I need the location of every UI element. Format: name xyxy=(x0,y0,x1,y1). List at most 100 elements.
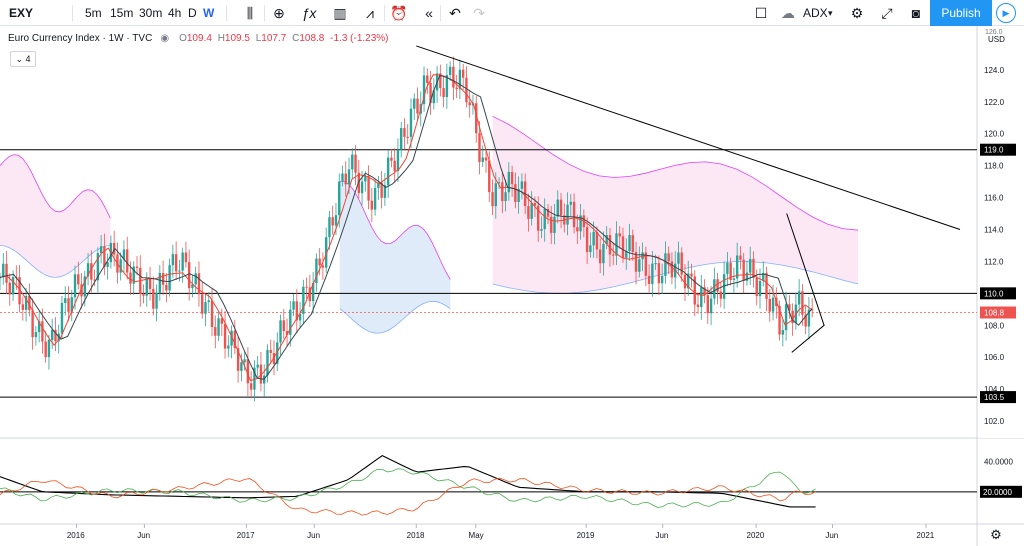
candle[interactable] xyxy=(80,284,83,297)
candle[interactable] xyxy=(259,364,263,384)
candle[interactable] xyxy=(96,253,100,281)
candle[interactable] xyxy=(158,273,162,293)
symbol-search-button[interactable]: EXY xyxy=(9,6,34,20)
candle[interactable] xyxy=(726,262,729,275)
candle[interactable] xyxy=(755,277,758,297)
candle[interactable] xyxy=(344,173,347,185)
candle[interactable] xyxy=(31,310,34,338)
interval-4h-button[interactable]: 4h xyxy=(168,6,182,20)
indicators-toggle[interactable]: ⌄ 4 xyxy=(10,51,36,67)
candle[interactable] xyxy=(536,205,540,231)
candle[interactable] xyxy=(488,160,491,193)
layout-square-icon[interactable]: ☐ xyxy=(754,5,768,21)
candle[interactable] xyxy=(566,204,569,225)
candle[interactable] xyxy=(628,235,631,251)
axis-settings-gear-icon[interactable]: ⚙ xyxy=(990,527,1002,542)
candle[interactable] xyxy=(465,77,468,103)
candle[interactable] xyxy=(191,284,194,289)
candle[interactable] xyxy=(148,278,152,289)
candle[interactable] xyxy=(693,276,696,305)
interval-d-button[interactable]: D xyxy=(188,6,197,20)
candle[interactable] xyxy=(54,329,57,342)
candle[interactable] xyxy=(44,341,47,358)
candle[interactable] xyxy=(370,200,374,210)
candle[interactable] xyxy=(155,292,158,309)
candle[interactable] xyxy=(204,302,207,314)
candle[interactable] xyxy=(612,254,615,256)
candle[interactable] xyxy=(781,330,785,335)
candle[interactable] xyxy=(703,287,706,296)
candle[interactable] xyxy=(122,249,126,260)
candle[interactable] xyxy=(243,359,246,363)
candle[interactable] xyxy=(93,279,96,281)
candle[interactable] xyxy=(520,181,524,189)
financials-bars-icon[interactable]: ▥ xyxy=(333,5,347,21)
candle[interactable] xyxy=(807,309,811,327)
candle[interactable] xyxy=(771,297,775,312)
candle[interactable] xyxy=(713,279,716,299)
candle[interactable] xyxy=(357,172,360,194)
candle[interactable] xyxy=(83,276,87,297)
candle[interactable] xyxy=(126,249,129,273)
candle[interactable] xyxy=(230,330,233,346)
undo-icon[interactable]: ↶ xyxy=(449,5,461,21)
candle[interactable] xyxy=(302,286,305,314)
replay-icon[interactable]: « xyxy=(425,5,433,21)
candle[interactable] xyxy=(576,227,579,232)
candle[interactable] xyxy=(305,286,308,288)
candle[interactable] xyxy=(393,160,396,172)
camera-icon[interactable]: ◙ xyxy=(911,5,921,21)
candle[interactable] xyxy=(112,242,116,255)
candle[interactable] xyxy=(494,183,497,207)
chevron-down-icon[interactable]: ▾ xyxy=(828,8,833,18)
candle[interactable] xyxy=(21,304,25,310)
candle[interactable] xyxy=(18,277,21,305)
candle[interactable] xyxy=(295,301,299,321)
candle[interactable] xyxy=(719,291,723,299)
candle[interactable] xyxy=(86,263,90,277)
candle[interactable] xyxy=(778,306,781,335)
candle[interactable] xyxy=(491,192,494,207)
candle[interactable] xyxy=(768,298,771,312)
candle[interactable] xyxy=(67,298,70,312)
candle[interactable] xyxy=(380,182,383,198)
candle[interactable] xyxy=(403,128,406,137)
candle[interactable] xyxy=(680,252,683,275)
candle[interactable] xyxy=(165,284,168,291)
triangle-pattern[interactable] xyxy=(786,213,825,353)
candle[interactable] xyxy=(321,265,325,268)
candle[interactable] xyxy=(214,327,217,336)
candle[interactable] xyxy=(181,252,184,271)
candle[interactable] xyxy=(341,173,344,182)
candle[interactable] xyxy=(50,329,54,340)
candle[interactable] xyxy=(253,367,256,390)
candle[interactable] xyxy=(550,216,553,233)
interval-15m-button[interactable]: 15m xyxy=(110,6,134,20)
candle[interactable] xyxy=(77,274,80,285)
alert-clock-icon[interactable]: ⏰ xyxy=(390,5,408,21)
cloud-icon[interactable]: ☁ xyxy=(781,5,795,21)
candle[interactable] xyxy=(579,215,582,232)
candle[interactable] xyxy=(171,254,175,266)
candle[interactable] xyxy=(445,74,449,98)
candle[interactable] xyxy=(683,274,687,289)
candle[interactable] xyxy=(797,291,801,305)
candle[interactable] xyxy=(351,154,354,170)
candle[interactable] xyxy=(285,331,289,335)
candle[interactable] xyxy=(598,249,602,264)
candle[interactable] xyxy=(706,295,710,314)
candle[interactable] xyxy=(2,263,5,278)
candle[interactable] xyxy=(246,359,250,384)
candle[interactable] xyxy=(638,259,641,272)
candle[interactable] xyxy=(377,182,380,188)
candle[interactable] xyxy=(373,187,377,210)
candle[interactable] xyxy=(615,233,618,256)
candle[interactable] xyxy=(644,252,648,276)
candle[interactable] xyxy=(201,294,204,314)
candle[interactable] xyxy=(60,302,64,334)
candle[interactable] xyxy=(409,108,413,137)
candle[interactable] xyxy=(318,258,321,266)
candle[interactable] xyxy=(132,266,135,284)
candle[interactable] xyxy=(70,297,73,312)
candle[interactable] xyxy=(8,282,11,295)
